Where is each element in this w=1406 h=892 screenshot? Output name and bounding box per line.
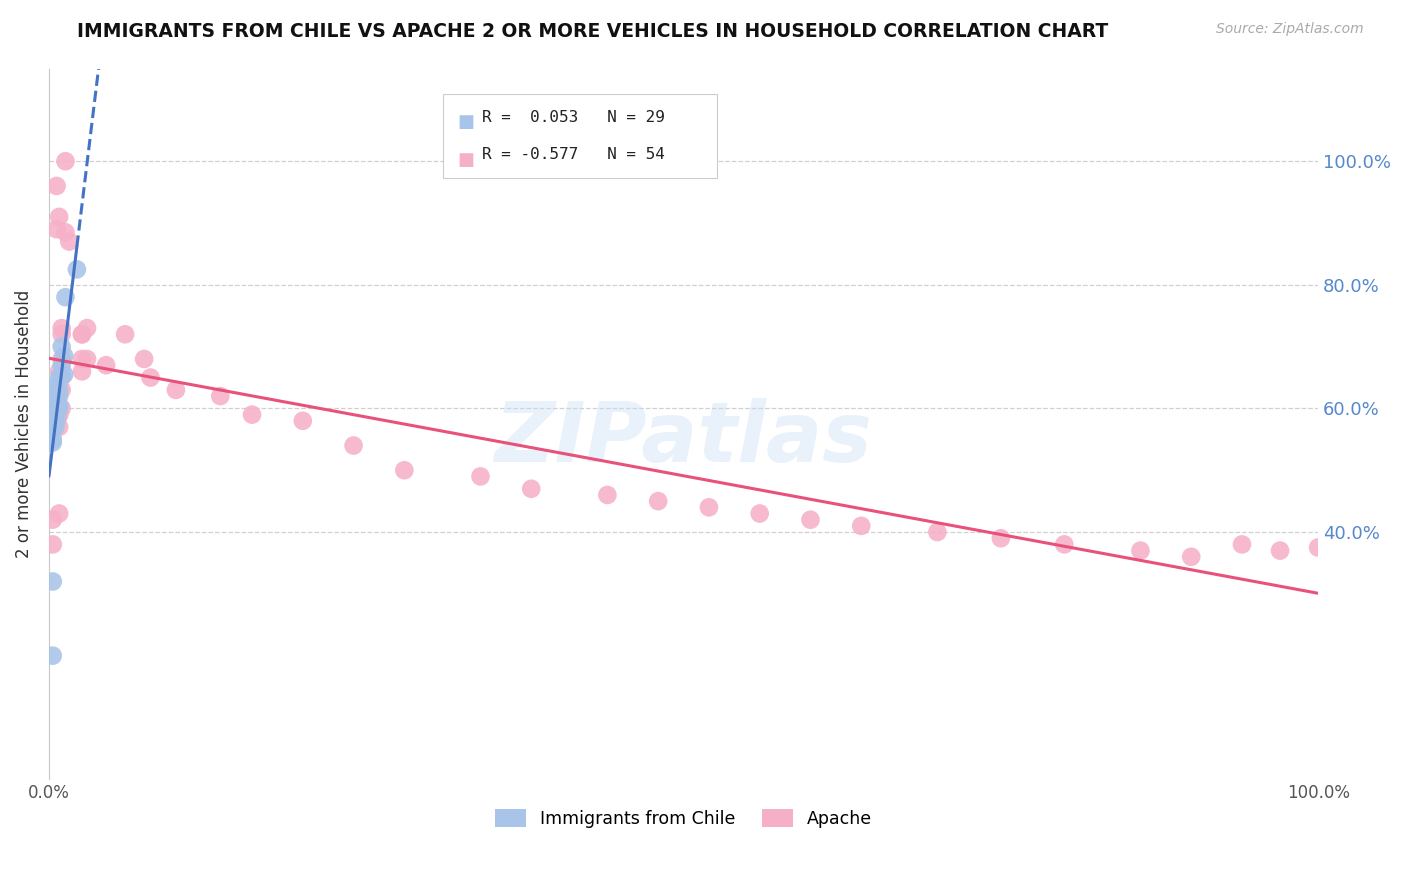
Point: [55, 154, 77, 169]
Point: [240, 408, 263, 422]
Point: [51, 370, 73, 384]
Point: [42, 537, 65, 551]
Point: [45, 414, 67, 428]
Point: [70, 351, 93, 366]
Point: [70, 327, 93, 342]
Point: [48, 408, 70, 422]
Point: [470, 469, 492, 483]
Point: [53, 349, 76, 363]
Point: [209, 389, 232, 403]
Point: [851, 519, 873, 533]
Point: [42, 401, 65, 416]
Point: [748, 507, 770, 521]
Point: [42, 435, 65, 450]
Point: [58, 235, 80, 249]
Point: [42, 408, 65, 422]
Point: [697, 500, 720, 515]
Point: [927, 524, 949, 539]
Point: [55, 225, 77, 239]
Point: [42, 401, 65, 416]
Point: [48, 507, 70, 521]
Point: [45, 383, 67, 397]
Point: [990, 531, 1012, 545]
Point: [51, 383, 73, 397]
Point: [94, 358, 117, 372]
Point: [45, 408, 67, 422]
Y-axis label: 2 or more Vehicles in Household: 2 or more Vehicles in Household: [15, 290, 32, 558]
Point: [70, 327, 93, 342]
Point: [42, 433, 65, 447]
Text: Source: ZipAtlas.com: Source: ZipAtlas.com: [1216, 22, 1364, 37]
Legend: Immigrants from Chile, Apache: Immigrants from Chile, Apache: [488, 802, 879, 835]
Point: [342, 438, 364, 452]
Point: [76, 321, 98, 335]
Text: R = -0.577   N = 54: R = -0.577 N = 54: [482, 147, 665, 162]
Point: [134, 351, 156, 366]
Point: [48, 401, 70, 416]
Point: [45, 401, 67, 416]
Point: [394, 463, 416, 477]
Point: [51, 358, 73, 372]
Point: [799, 513, 821, 527]
Point: [45, 389, 67, 403]
Point: [51, 368, 73, 382]
Point: [1230, 537, 1253, 551]
Point: [45, 395, 67, 409]
Text: ■: ■: [457, 113, 474, 131]
Point: [51, 321, 73, 335]
Point: [1180, 549, 1202, 564]
Point: [44, 420, 66, 434]
Point: [48, 210, 70, 224]
Point: [51, 327, 73, 342]
Point: [48, 370, 70, 384]
Point: [114, 327, 136, 342]
Point: [596, 488, 619, 502]
Point: [48, 383, 70, 397]
Text: ■: ■: [457, 151, 474, 169]
Point: [42, 513, 65, 527]
Point: [51, 351, 73, 366]
Point: [76, 351, 98, 366]
Point: [48, 383, 70, 397]
Point: [1129, 543, 1152, 558]
Point: [55, 290, 77, 304]
Point: [165, 383, 187, 397]
Point: [42, 648, 65, 663]
Point: [66, 262, 89, 277]
Point: [1308, 541, 1330, 555]
Point: [44, 386, 66, 401]
Point: [51, 401, 73, 416]
Point: [48, 364, 70, 378]
Point: [42, 389, 65, 403]
Point: [42, 383, 65, 397]
Point: [45, 178, 67, 193]
Point: [51, 340, 73, 354]
Point: [520, 482, 543, 496]
Point: [42, 380, 65, 394]
Point: [48, 389, 70, 403]
Text: R =  0.053   N = 29: R = 0.053 N = 29: [482, 110, 665, 125]
Text: IMMIGRANTS FROM CHILE VS APACHE 2 OR MORE VEHICLES IN HOUSEHOLD CORRELATION CHAR: IMMIGRANTS FROM CHILE VS APACHE 2 OR MOR…: [77, 22, 1108, 41]
Point: [70, 364, 93, 378]
Point: [42, 420, 65, 434]
Point: [139, 370, 162, 384]
Point: [647, 494, 669, 508]
Point: [42, 574, 65, 589]
Point: [45, 222, 67, 236]
Point: [48, 420, 70, 434]
Point: [53, 368, 76, 382]
Point: [291, 414, 314, 428]
Point: [1268, 543, 1291, 558]
Point: [48, 398, 70, 412]
Point: [1053, 537, 1076, 551]
Text: ZIPatlas: ZIPatlas: [495, 398, 873, 479]
Point: [48, 408, 70, 422]
